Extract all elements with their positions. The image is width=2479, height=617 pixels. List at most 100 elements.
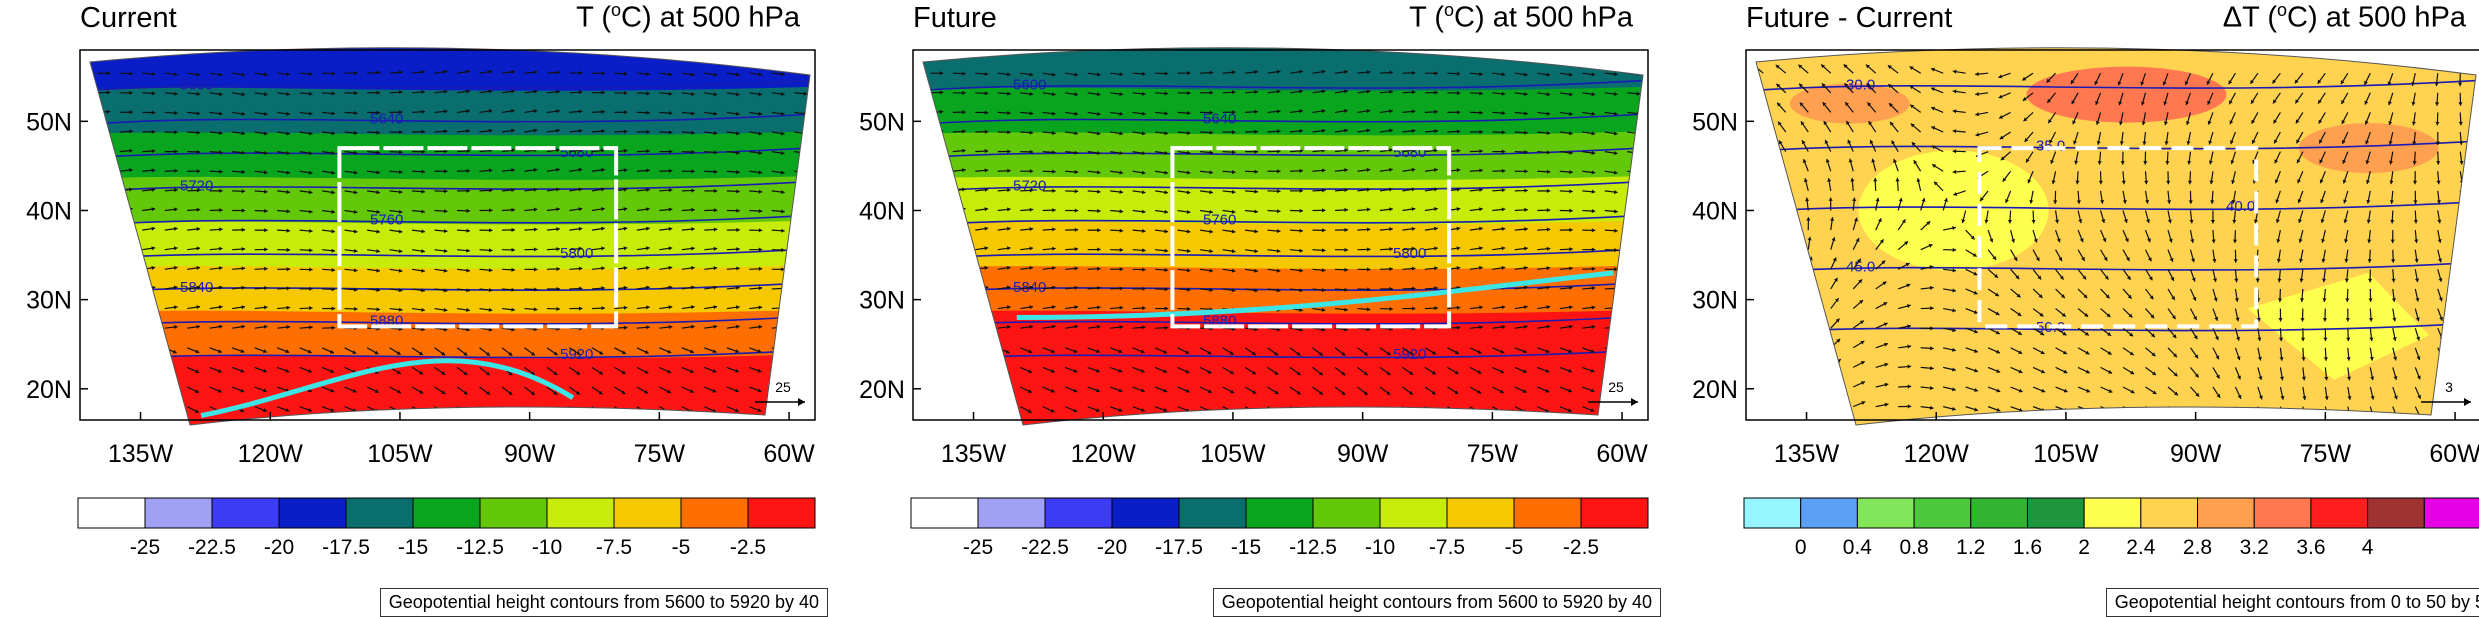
- wind-vector: [952, 406, 964, 415]
- lon-tick-label: 120W: [238, 440, 304, 468]
- wind-vector-head: [1434, 266, 1438, 271]
- wind-vector-head: [1782, 217, 1787, 221]
- wind-vector-head: [691, 149, 695, 155]
- wind-vector-head: [2438, 297, 2443, 302]
- wind-vector-head: [2147, 257, 2152, 262]
- wind-vector-head: [691, 130, 695, 135]
- wind-vector-head: [1119, 286, 1124, 291]
- wind-vector-head: [1799, 83, 1803, 88]
- wind-vector-head: [1389, 128, 1393, 133]
- wind-vector-head: [330, 408, 335, 412]
- colorbar-swatch: [1800, 497, 1858, 529]
- wind-vector-head: [421, 288, 425, 293]
- wind-vector-head: [219, 169, 223, 174]
- wind-vector-head: [1980, 197, 1984, 202]
- wind-vector-head: [2026, 158, 2030, 163]
- wind-vector-head: [668, 207, 673, 212]
- wind-vector-head: [1207, 389, 1212, 393]
- wind-vector-head: [1052, 188, 1056, 193]
- wind-vector-head: [2194, 373, 2199, 378]
- wind-vector-head: [2060, 294, 2065, 299]
- wind-vector-head: [576, 351, 581, 355]
- wind-vector-head: [691, 207, 695, 212]
- wind-vector-head: [511, 187, 515, 193]
- wind-vector-head: [2461, 258, 2466, 263]
- wind-vector-head: [219, 208, 223, 213]
- wind-vector-head: [1389, 167, 1393, 172]
- wind-vector-head: [1569, 305, 1573, 310]
- wind-vector-head: [691, 111, 695, 116]
- wind-vector-head: [2411, 101, 2416, 106]
- wind-vector-head: [309, 325, 313, 330]
- wind-vector: [97, 188, 111, 192]
- wind-vector-head: [1231, 169, 1236, 175]
- wind-vector-head: [1999, 114, 2004, 119]
- wind-vector-head: [2257, 356, 2262, 361]
- wind-vector-head: [1074, 169, 1079, 175]
- wind-vector-head: [1028, 389, 1032, 393]
- colorbar-swatch: [1245, 497, 1314, 529]
- wind-vector-head: [463, 390, 468, 395]
- wind-vector-head: [1052, 169, 1056, 174]
- wind-vector-head: [2435, 141, 2440, 146]
- colorbar-label: -20: [264, 536, 294, 559]
- wind-vector-head: [623, 71, 628, 76]
- wind-vector-head: [1591, 228, 1596, 233]
- wind-vector: [952, 386, 965, 395]
- colorbar-label: 4: [2362, 536, 2374, 559]
- wind-vector-head: [1209, 90, 1214, 95]
- wind-vector-head: [623, 168, 628, 173]
- wind-vector-head: [1524, 111, 1528, 116]
- wind-vector-head: [194, 409, 199, 413]
- wind-vector-head: [556, 227, 560, 232]
- wind-vector-head: [353, 287, 358, 292]
- wind-vector-head: [307, 349, 312, 354]
- lon-tick-label: 90W: [504, 440, 556, 468]
- wind-vector-head: [690, 285, 695, 290]
- wind-vector-head: [1779, 140, 1783, 145]
- wind-vector-head: [488, 128, 493, 133]
- wind-vector-head: [2389, 200, 2394, 204]
- wind-vector-head: [2194, 354, 2199, 359]
- wind-vector-head: [376, 170, 380, 175]
- wind-vector-head: [1096, 150, 1101, 155]
- wind-vector-head: [1276, 209, 1281, 214]
- wind-vector-head: [533, 167, 538, 172]
- wind-vector-head: [2145, 199, 2150, 204]
- wind-vector-head: [286, 111, 291, 116]
- wind-vector-head: [196, 91, 201, 96]
- wind-vector: [141, 366, 155, 375]
- wind-vector-head: [1789, 396, 1794, 401]
- wind-vector-head: [1614, 72, 1618, 77]
- wind-vector: [97, 267, 111, 270]
- wind-vector-head: [781, 228, 785, 233]
- wind-vector-head: [2228, 80, 2233, 85]
- wind-vector-head: [419, 409, 424, 413]
- wind-vector-head: [1344, 187, 1348, 193]
- wind-vector-head: [2000, 156, 2005, 161]
- wind-vector-head: [736, 285, 740, 290]
- wind-vector-head: [1322, 228, 1326, 233]
- wind-vector-head: [2062, 331, 2067, 336]
- wind-vector: [1312, 406, 1324, 415]
- wind-vector-head: [1501, 207, 1506, 212]
- wind-vector-head: [1074, 324, 1079, 329]
- wind-vector-head: [1164, 91, 1169, 96]
- wind-vector-head: [1952, 288, 1956, 293]
- wind-vector-head: [2461, 277, 2466, 282]
- wind-vector-head: [961, 226, 966, 231]
- wind-vector-head: [667, 369, 672, 374]
- wind-vector: [930, 188, 944, 192]
- wind-vector: [1756, 121, 1764, 133]
- colorbar-label: 0: [1795, 536, 1807, 559]
- wind-vector: [1756, 140, 1764, 152]
- lat-tick-label: 40N: [1692, 197, 1738, 225]
- wind-vector-head: [1163, 408, 1168, 412]
- wind-vector-head: [1546, 72, 1551, 77]
- wind-vector-head: [2193, 335, 2198, 340]
- wind-vector: [1604, 287, 1618, 290]
- wind-vector-head: [195, 389, 199, 393]
- wind-vector: [142, 326, 156, 329]
- wind-vector: [1756, 159, 1764, 172]
- wind-vector-head: [149, 390, 154, 394]
